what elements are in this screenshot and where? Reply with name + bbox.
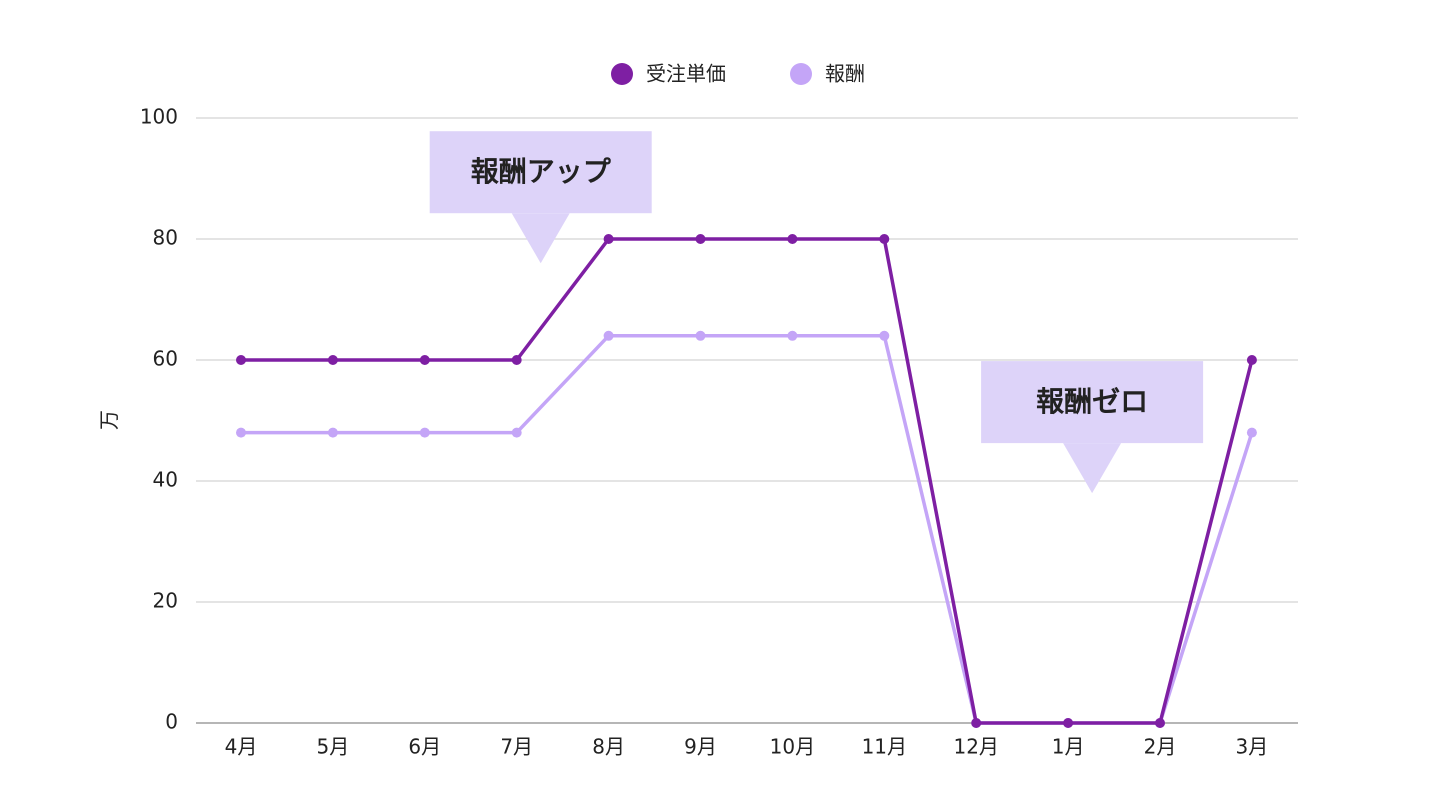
legend-label-1: 報酬 bbox=[825, 62, 865, 86]
annotation-0: 報酬アップ bbox=[429, 131, 652, 264]
y-axis-title: 万 bbox=[97, 410, 121, 430]
y-tick-label: 60 bbox=[153, 347, 178, 371]
series-lines bbox=[236, 234, 1257, 728]
annotation-text: 報酬ゼロ bbox=[1036, 385, 1148, 418]
y-tick-label: 40 bbox=[153, 468, 178, 492]
x-tick-label: 12月 bbox=[953, 735, 998, 759]
data-point bbox=[787, 234, 798, 244]
data-point bbox=[1246, 427, 1257, 438]
annotation-pointer bbox=[511, 213, 570, 264]
x-tick-label: 4月 bbox=[225, 735, 258, 759]
x-tick-label: 8月 bbox=[592, 735, 625, 759]
data-point bbox=[879, 330, 890, 341]
series-line-0 bbox=[239, 237, 1254, 725]
data-point bbox=[971, 718, 982, 728]
x-tick-label: 11月 bbox=[862, 735, 907, 759]
x-tick-label: 10月 bbox=[770, 735, 815, 759]
x-axis-ticks: 4月 5月 6月 7月 8月 9月 10月 11月 12月 1月 2月 3月 bbox=[225, 735, 1269, 759]
y-tick-label: 20 bbox=[153, 589, 178, 613]
y-tick-label: 80 bbox=[153, 226, 178, 250]
data-point bbox=[695, 330, 706, 341]
data-point bbox=[419, 355, 430, 365]
x-tick-label: 3月 bbox=[1236, 735, 1269, 759]
data-point bbox=[419, 427, 430, 438]
data-point bbox=[511, 355, 522, 365]
y-tick-label: 0 bbox=[165, 710, 178, 734]
annotation-text: 報酬アップ bbox=[471, 155, 612, 188]
legend-marker-1 bbox=[790, 63, 812, 85]
x-tick-label: 6月 bbox=[408, 735, 441, 759]
annotation-1: 報酬ゼロ bbox=[981, 361, 1204, 494]
data-point bbox=[879, 234, 890, 244]
legend-label-0: 受注単価 bbox=[646, 62, 726, 86]
data-point bbox=[1063, 718, 1074, 728]
data-point bbox=[511, 427, 522, 438]
data-point bbox=[603, 234, 614, 244]
x-tick-label: 2月 bbox=[1144, 735, 1177, 759]
legend: 受注単価 報酬 bbox=[611, 62, 865, 86]
annotation-pointer bbox=[1063, 443, 1122, 494]
annotation-box bbox=[429, 131, 652, 214]
data-point bbox=[236, 355, 246, 365]
y-axis-ticks: 0 20 40 60 80 100 bbox=[140, 105, 178, 734]
y-tick-label: 100 bbox=[140, 105, 178, 129]
x-tick-label: 7月 bbox=[500, 735, 533, 759]
data-point bbox=[327, 355, 338, 365]
data-point bbox=[1246, 355, 1257, 365]
data-point bbox=[236, 427, 246, 438]
x-tick-label: 1月 bbox=[1052, 735, 1085, 759]
x-tick-label: 9月 bbox=[684, 735, 717, 759]
data-point bbox=[603, 330, 614, 341]
annotation-box bbox=[981, 361, 1204, 444]
data-point bbox=[787, 330, 798, 341]
data-point bbox=[327, 427, 338, 438]
legend-marker-0 bbox=[611, 63, 633, 85]
series-0 bbox=[236, 234, 1257, 728]
data-point bbox=[1155, 718, 1165, 728]
x-tick-label: 5月 bbox=[317, 735, 350, 759]
data-point bbox=[695, 234, 706, 244]
